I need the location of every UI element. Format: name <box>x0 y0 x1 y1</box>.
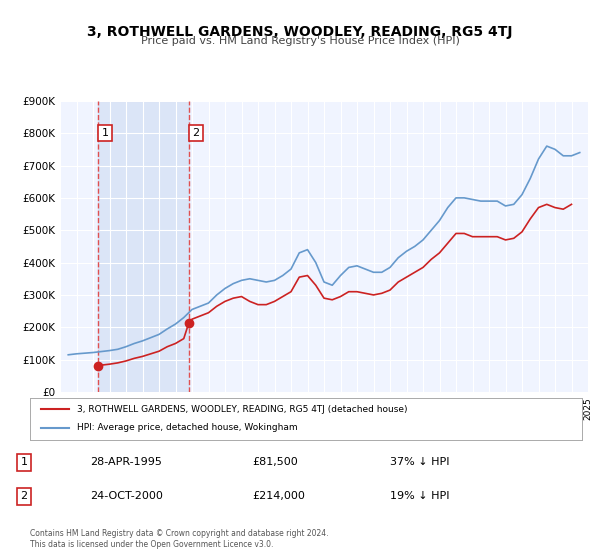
Text: 28-APR-1995: 28-APR-1995 <box>90 458 162 468</box>
Text: 19% ↓ HPI: 19% ↓ HPI <box>390 492 449 501</box>
Text: Contains HM Land Registry data © Crown copyright and database right 2024.
This d: Contains HM Land Registry data © Crown c… <box>30 529 329 549</box>
Text: 37% ↓ HPI: 37% ↓ HPI <box>390 458 449 468</box>
Text: 1: 1 <box>20 458 28 468</box>
Text: 24-OCT-2000: 24-OCT-2000 <box>90 492 163 501</box>
Text: 2: 2 <box>20 492 28 501</box>
Bar <box>98 101 189 392</box>
Text: 2: 2 <box>192 128 199 138</box>
Text: HPI: Average price, detached house, Wokingham: HPI: Average price, detached house, Woki… <box>77 423 298 432</box>
Text: 1: 1 <box>101 128 109 138</box>
Text: 3, ROTHWELL GARDENS, WOODLEY, READING, RG5 4TJ: 3, ROTHWELL GARDENS, WOODLEY, READING, R… <box>87 25 513 39</box>
Text: 3, ROTHWELL GARDENS, WOODLEY, READING, RG5 4TJ (detached house): 3, ROTHWELL GARDENS, WOODLEY, READING, R… <box>77 405 407 414</box>
Text: £81,500: £81,500 <box>252 458 298 468</box>
Text: Price paid vs. HM Land Registry's House Price Index (HPI): Price paid vs. HM Land Registry's House … <box>140 36 460 46</box>
Text: £214,000: £214,000 <box>252 492 305 501</box>
